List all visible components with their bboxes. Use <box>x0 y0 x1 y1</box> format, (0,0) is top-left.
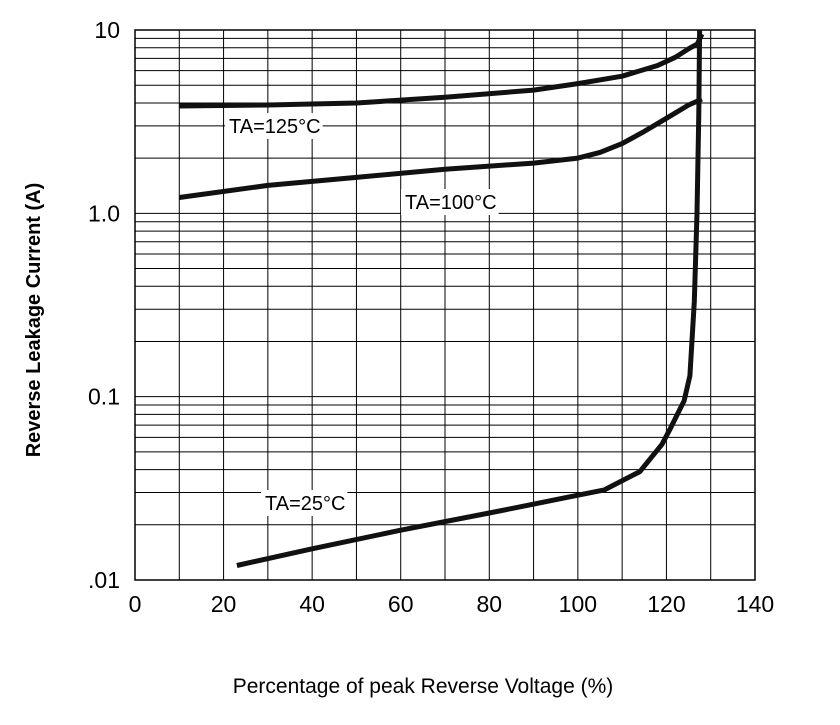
y-tick-label: 0.1 <box>88 384 120 410</box>
y-tick-labels: 10 1.0 0.1 .01 <box>88 17 120 593</box>
x-tick-label: 40 <box>299 591 325 617</box>
x-tick-label: 0 <box>129 591 142 617</box>
series-label: TA=100°C <box>405 192 497 214</box>
series-lines <box>178 29 705 568</box>
x-tick-labels: 0 20 40 60 80 100 120 140 <box>129 591 775 617</box>
series-line <box>179 33 705 109</box>
y-axis-title: Reverse Leakage Current (A) <box>23 183 45 458</box>
x-tick-label: 140 <box>736 591 774 617</box>
y-tick-label: .01 <box>88 567 120 593</box>
y-tick-label: 10 <box>94 17 120 43</box>
x-tick-label: 20 <box>211 591 237 617</box>
grid <box>134 29 756 581</box>
x-tick-label: 60 <box>388 591 414 617</box>
x-tick-label: 120 <box>647 591 685 617</box>
x-axis-title: Percentage of peak Reverse Voltage (%) <box>233 675 614 698</box>
series-label: TA=125°C <box>229 116 321 138</box>
series-label-bg <box>225 113 323 139</box>
series-label-bg <box>261 490 348 516</box>
series-line <box>178 96 703 200</box>
x-tick-label: 100 <box>559 591 597 617</box>
series-label-bg <box>401 189 499 215</box>
series-label: TA=25°C <box>265 493 345 515</box>
y-tick-label: 1.0 <box>88 200 120 226</box>
series-line <box>236 29 703 568</box>
x-tick-label: 80 <box>476 591 502 617</box>
series-labels: TA=125°C TA=100°C TA=25°C <box>225 113 499 516</box>
plot-frame <box>134 29 756 581</box>
